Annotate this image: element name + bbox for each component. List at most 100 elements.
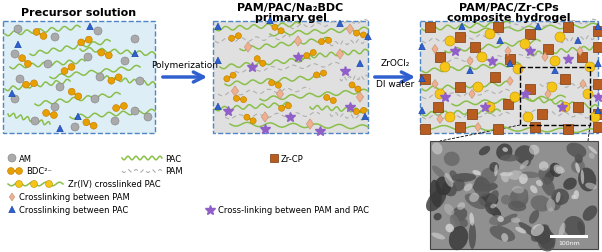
Circle shape <box>279 106 285 112</box>
Ellipse shape <box>430 180 442 207</box>
Polygon shape <box>542 53 548 62</box>
Circle shape <box>230 73 236 79</box>
FancyBboxPatch shape <box>530 122 540 133</box>
Ellipse shape <box>435 177 451 195</box>
Circle shape <box>234 96 240 102</box>
Ellipse shape <box>470 213 474 226</box>
Circle shape <box>513 65 523 75</box>
Text: ZrOCl₂: ZrOCl₂ <box>380 59 410 68</box>
Circle shape <box>91 96 99 104</box>
Circle shape <box>113 105 120 112</box>
Ellipse shape <box>509 188 529 208</box>
Text: Crosslinking between PAC: Crosslinking between PAC <box>19 206 128 215</box>
Circle shape <box>353 109 359 115</box>
Text: Zr-CP: Zr-CP <box>281 154 304 163</box>
Ellipse shape <box>489 226 515 241</box>
Ellipse shape <box>519 222 541 240</box>
Ellipse shape <box>529 145 539 155</box>
Circle shape <box>250 118 256 124</box>
Ellipse shape <box>530 195 551 212</box>
Ellipse shape <box>576 163 580 173</box>
Ellipse shape <box>490 204 497 208</box>
Text: primary gel: primary gel <box>255 13 326 23</box>
Ellipse shape <box>501 172 509 183</box>
Circle shape <box>68 89 75 96</box>
Polygon shape <box>469 90 475 99</box>
Polygon shape <box>432 45 438 54</box>
Ellipse shape <box>496 144 512 161</box>
FancyBboxPatch shape <box>505 55 515 65</box>
Ellipse shape <box>585 183 597 190</box>
Circle shape <box>254 56 260 62</box>
Circle shape <box>445 37 455 47</box>
Circle shape <box>435 90 445 100</box>
Circle shape <box>51 34 59 42</box>
Circle shape <box>310 50 316 56</box>
FancyBboxPatch shape <box>503 100 513 110</box>
Ellipse shape <box>508 201 526 211</box>
Ellipse shape <box>469 193 479 202</box>
Polygon shape <box>337 50 344 60</box>
FancyBboxPatch shape <box>593 110 602 119</box>
Circle shape <box>75 93 82 100</box>
Ellipse shape <box>556 167 565 174</box>
Ellipse shape <box>432 143 442 155</box>
Circle shape <box>520 40 530 50</box>
FancyBboxPatch shape <box>593 27 602 37</box>
Ellipse shape <box>473 182 498 192</box>
Circle shape <box>318 39 324 45</box>
Text: AM: AM <box>19 154 32 163</box>
Polygon shape <box>575 38 582 45</box>
Ellipse shape <box>563 178 577 190</box>
Circle shape <box>585 63 595 73</box>
Polygon shape <box>580 80 586 89</box>
Circle shape <box>353 31 359 37</box>
Ellipse shape <box>450 214 461 230</box>
Circle shape <box>355 87 361 93</box>
Polygon shape <box>14 42 21 48</box>
Circle shape <box>71 123 79 132</box>
Ellipse shape <box>432 166 446 179</box>
Text: Polymerization: Polymerization <box>152 61 219 70</box>
FancyBboxPatch shape <box>420 75 430 85</box>
Circle shape <box>445 113 455 122</box>
Circle shape <box>324 95 330 101</box>
Ellipse shape <box>539 162 548 171</box>
Circle shape <box>136 78 144 86</box>
Ellipse shape <box>566 143 586 158</box>
Text: DI water: DI water <box>376 80 414 89</box>
Circle shape <box>229 36 235 42</box>
FancyBboxPatch shape <box>433 103 443 113</box>
FancyBboxPatch shape <box>577 53 587 63</box>
Ellipse shape <box>577 221 585 236</box>
Circle shape <box>16 168 22 175</box>
FancyBboxPatch shape <box>563 23 573 33</box>
FancyBboxPatch shape <box>493 23 503 33</box>
Circle shape <box>111 117 119 125</box>
Ellipse shape <box>530 185 538 194</box>
Polygon shape <box>475 123 481 132</box>
Ellipse shape <box>533 225 552 244</box>
Ellipse shape <box>556 192 560 203</box>
Ellipse shape <box>445 224 454 232</box>
Circle shape <box>44 61 52 69</box>
Ellipse shape <box>474 177 491 197</box>
Polygon shape <box>505 47 511 56</box>
Ellipse shape <box>581 170 584 184</box>
Circle shape <box>272 25 278 31</box>
Circle shape <box>523 113 533 122</box>
Text: PAM/PAC/Zr-CPs: PAM/PAC/Zr-CPs <box>459 3 559 13</box>
Circle shape <box>19 55 25 62</box>
Circle shape <box>326 38 332 44</box>
Ellipse shape <box>559 223 565 237</box>
Ellipse shape <box>432 233 445 239</box>
Ellipse shape <box>497 216 504 222</box>
Circle shape <box>14 26 22 34</box>
Circle shape <box>31 117 39 125</box>
Text: PAC: PAC <box>165 154 181 163</box>
Ellipse shape <box>473 170 481 175</box>
Polygon shape <box>215 58 222 65</box>
Circle shape <box>547 83 557 93</box>
Ellipse shape <box>551 189 569 205</box>
Text: Zr(IV) crosslinked PAC: Zr(IV) crosslinked PAC <box>68 180 161 189</box>
